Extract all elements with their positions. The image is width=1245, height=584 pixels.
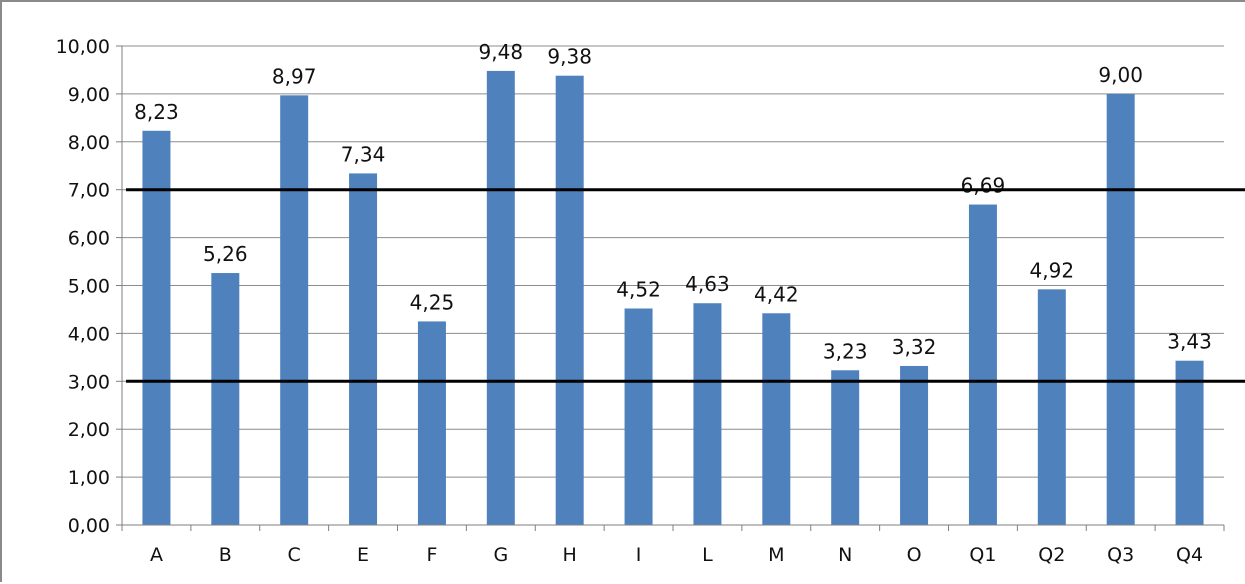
x-tick-label: Q2	[1038, 544, 1065, 566]
data-label: 8,97	[272, 64, 317, 88]
reference-lines	[126, 188, 1245, 383]
bar-B	[211, 273, 240, 525]
bar-N	[831, 370, 860, 525]
data-label: 4,92	[1030, 258, 1075, 282]
bar-L	[693, 303, 722, 525]
bar-G	[486, 70, 515, 526]
y-tick-label: 2,00	[68, 419, 110, 441]
bar-O	[900, 365, 929, 525]
x-tick-label: C	[288, 544, 301, 566]
y-tick-label: 5,00	[68, 276, 110, 298]
bars	[142, 70, 1204, 526]
x-tick-label: A	[150, 544, 163, 566]
bar-C	[280, 95, 309, 525]
bar-F	[417, 321, 446, 525]
data-label: 3,23	[823, 339, 868, 363]
y-tick-label: 7,00	[68, 180, 110, 202]
bar-Q2	[1037, 289, 1066, 525]
x-tick-label: Q3	[1107, 544, 1134, 566]
x-tick-label: B	[219, 544, 232, 566]
x-tick-label: L	[702, 544, 713, 566]
bar-Q3	[1106, 93, 1135, 526]
data-label: 9,38	[547, 45, 592, 69]
data-label: 9,00	[1098, 63, 1143, 87]
bar-Q1	[968, 204, 997, 525]
data-label: 4,63	[685, 272, 730, 296]
data-label: 8,23	[134, 100, 179, 124]
y-axis-tick-labels: 0,00 1,00 2,00 3,00 4,00 5,00 6,00 7,00 8,00 9,00…	[56, 36, 110, 537]
x-tick-label: M	[768, 544, 784, 566]
x-tick-label: F	[426, 544, 437, 566]
y-tick-label: 8,00	[68, 132, 110, 154]
data-label: 4,52	[616, 277, 661, 301]
x-tick-label: N	[838, 544, 852, 566]
data-label: 5,26	[203, 242, 248, 266]
axes	[116, 45, 1225, 531]
data-label: 9,48	[479, 40, 524, 64]
x-tick-label: I	[636, 544, 642, 566]
x-tick-label: H	[563, 544, 577, 566]
bar-M	[762, 313, 791, 525]
data-label: 3,43	[1167, 330, 1212, 354]
y-tick-label: 10,00	[56, 36, 110, 58]
x-tick-label: G	[493, 544, 508, 566]
y-tick-label: 6,00	[68, 228, 110, 250]
data-label: 7,34	[341, 142, 386, 166]
data-labels: 8,23 5,26 8,97 7,34 4,25 9,48 9,38 4,52 4,63 4,42…	[134, 40, 1212, 363]
y-tick-label: 0,00	[68, 515, 110, 537]
bar-E	[349, 173, 378, 525]
bar-Q4	[1175, 360, 1204, 525]
data-label: 4,42	[754, 282, 799, 306]
y-tick-label: 4,00	[68, 323, 110, 345]
y-tick-label: 9,00	[68, 84, 110, 106]
y-tick-label: 1,00	[68, 467, 110, 489]
y-tick-label: 3,00	[68, 371, 110, 393]
x-axis-tick-labels: A B C E F G H I L M N O Q1 Q2 Q3 Q4	[150, 544, 1203, 566]
data-label: 6,69	[961, 174, 1006, 198]
data-label: 4,25	[410, 290, 455, 314]
x-tick-label: E	[357, 544, 369, 566]
x-tick-label: Q4	[1176, 544, 1203, 566]
bar-A	[142, 130, 171, 525]
x-tick-label: Q1	[969, 544, 996, 566]
bar-I	[624, 308, 653, 525]
x-tick-label: O	[907, 544, 922, 566]
data-label: 3,32	[892, 335, 937, 359]
bar-H	[555, 75, 584, 525]
